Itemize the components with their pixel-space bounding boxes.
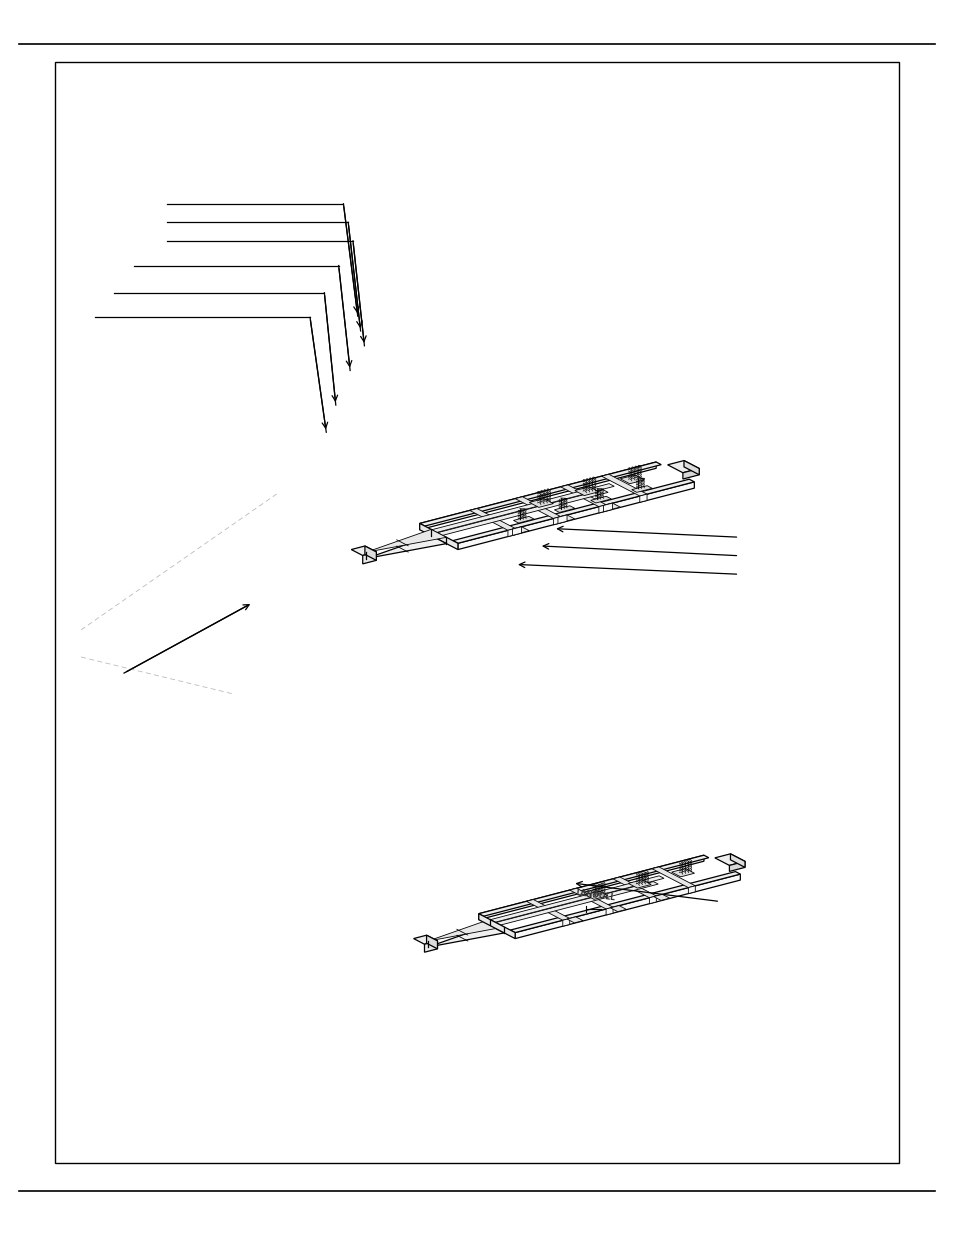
Polygon shape [515, 496, 560, 519]
Polygon shape [419, 462, 656, 530]
Polygon shape [651, 867, 695, 888]
Polygon shape [601, 474, 646, 496]
Polygon shape [490, 876, 663, 923]
Polygon shape [671, 868, 694, 877]
Polygon shape [366, 536, 446, 558]
Bar [55, 62, 898, 1163]
Polygon shape [426, 935, 437, 948]
Polygon shape [628, 879, 651, 888]
Polygon shape [558, 515, 566, 524]
Polygon shape [560, 485, 605, 506]
Polygon shape [613, 877, 656, 898]
Polygon shape [553, 516, 560, 525]
Polygon shape [427, 919, 504, 941]
Polygon shape [424, 941, 437, 952]
Polygon shape [667, 461, 699, 473]
Polygon shape [364, 546, 376, 561]
Polygon shape [631, 485, 652, 493]
Polygon shape [414, 935, 437, 945]
Polygon shape [513, 516, 534, 524]
Polygon shape [432, 484, 614, 532]
Polygon shape [529, 499, 553, 508]
Polygon shape [574, 487, 598, 495]
Polygon shape [566, 916, 582, 923]
Polygon shape [478, 855, 708, 916]
Polygon shape [729, 861, 744, 872]
Polygon shape [569, 888, 613, 909]
Polygon shape [478, 914, 515, 939]
Polygon shape [562, 919, 569, 926]
Polygon shape [427, 925, 504, 947]
Polygon shape [554, 506, 575, 513]
Polygon shape [653, 894, 669, 900]
Polygon shape [515, 874, 740, 939]
Polygon shape [683, 461, 699, 474]
Polygon shape [730, 853, 744, 867]
Polygon shape [639, 494, 646, 503]
Polygon shape [512, 527, 529, 534]
Polygon shape [496, 882, 658, 925]
Polygon shape [419, 462, 660, 526]
Polygon shape [619, 475, 643, 484]
Polygon shape [526, 899, 569, 920]
Polygon shape [605, 908, 613, 915]
Polygon shape [584, 890, 607, 899]
Polygon shape [598, 505, 605, 513]
Polygon shape [603, 503, 619, 510]
Polygon shape [419, 524, 457, 550]
Polygon shape [510, 872, 740, 932]
Polygon shape [603, 503, 612, 511]
Polygon shape [469, 509, 515, 530]
Polygon shape [351, 546, 376, 556]
Polygon shape [512, 527, 521, 536]
Polygon shape [362, 552, 376, 564]
Polygon shape [437, 490, 607, 535]
Polygon shape [457, 482, 694, 550]
Polygon shape [610, 905, 626, 911]
Polygon shape [714, 853, 744, 866]
Text: LANDOLL: LANDOLL [575, 888, 615, 903]
Polygon shape [590, 496, 611, 503]
Polygon shape [366, 530, 446, 552]
Polygon shape [682, 468, 699, 479]
Polygon shape [507, 529, 515, 536]
Polygon shape [453, 479, 694, 543]
Polygon shape [478, 855, 703, 920]
Polygon shape [649, 895, 656, 904]
Polygon shape [558, 515, 574, 521]
Polygon shape [688, 885, 695, 894]
